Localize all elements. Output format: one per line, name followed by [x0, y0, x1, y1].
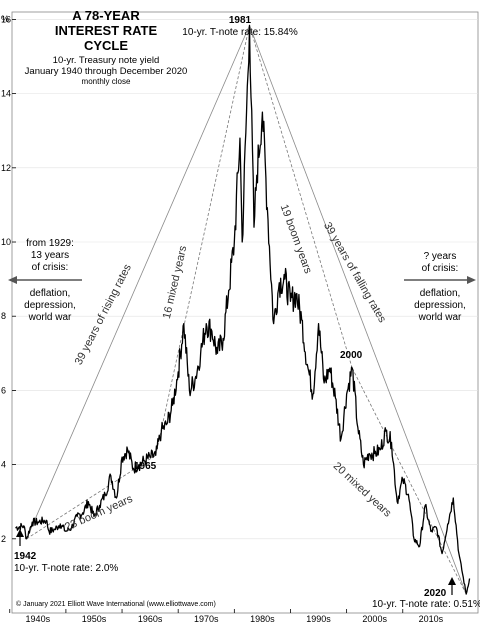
x-tick-label: 2000s [362, 614, 387, 623]
reference-lines [26, 25, 467, 595]
right-arrow-icon [404, 276, 476, 284]
left-note-line: world war [28, 312, 72, 323]
x-tick-label: 2010s [419, 614, 444, 623]
chart-title-line-2: INTEREST RATE [55, 23, 158, 38]
start-arrow [16, 529, 24, 546]
dashed-trend-line [26, 454, 156, 540]
left-note-line: from 1929: [26, 238, 74, 249]
right-crisis-note: ? years of crisis: deflation, depression… [404, 251, 476, 323]
y-tick-label: 12 [1, 163, 11, 173]
start-rate-label: 10-yr. T-note rate: 2.0% [14, 563, 118, 574]
y-tick-label: 14 [1, 89, 11, 99]
right-note-line: depression, [414, 300, 466, 311]
right-note-line: deflation, [420, 288, 461, 299]
y-tick-label: 2 [1, 534, 6, 544]
x-tick-label: 1960s [138, 614, 163, 623]
label-1965: 1965 [134, 461, 157, 472]
copyright-note: © January 2021 Elliott Wave Internationa… [16, 600, 216, 608]
x-tick-label: 1990s [306, 614, 331, 623]
subtitle-line-2: January 1940 through December 2020 [25, 66, 188, 77]
left-arrow-icon [8, 276, 82, 284]
y-axis-unit: % [1, 14, 9, 24]
chart-title-line-3: CYCLE [84, 38, 128, 53]
start-year-label: 1942 [14, 551, 37, 562]
peak-year-label: 1981 [229, 15, 252, 26]
cycle-trend-line [26, 25, 250, 539]
y-tick-label: 8 [1, 311, 6, 321]
right-note-line: ? years [424, 251, 457, 262]
dashed-trend-line [155, 25, 250, 456]
y-tick-label: 10 [1, 237, 11, 247]
x-tick-label: 1940s [26, 614, 51, 623]
cycle-trend-line [249, 25, 467, 595]
end-rate-label: 10-yr. T-note rate: 0.51% [372, 599, 480, 610]
subtitle-line-1: 10-yr. Treasury note yield [53, 55, 160, 66]
subtitle-line-3: monthly close [82, 77, 131, 86]
dashed-trend-line [351, 367, 467, 595]
y-tick-label: 4 [1, 460, 6, 470]
label-2000: 2000 [340, 350, 363, 361]
y-tick-label: 6 [1, 385, 6, 395]
x-tick-label: 1970s [194, 614, 219, 623]
left-crisis-note: from 1929: 13 years of crisis: deflation… [8, 238, 82, 323]
title-block: A 78-YEAR INTEREST RATE CYCLE 10-yr. Tre… [25, 8, 188, 86]
yield-series-line [15, 24, 471, 595]
right-note-line: of crisis: [422, 263, 459, 274]
chart-title-line-1: A 78-YEAR [72, 8, 140, 23]
plot-frame [11, 11, 479, 614]
right-note-line: world war [418, 312, 462, 323]
plot-area [11, 11, 479, 614]
y-tick-label: 16 [1, 14, 11, 24]
x-tick-label: 1980s [250, 614, 275, 623]
end-year-label: 2020 [424, 588, 447, 599]
gridlines [12, 19, 478, 540]
x-tick-label: 1950s [82, 614, 107, 623]
left-note-line: depression, [24, 300, 76, 311]
left-note-line: of crisis: [32, 262, 69, 273]
left-note-line: 13 years [31, 250, 69, 261]
x-axis: 1940s 1950s 1960s 1970s 1980s 1990s 2000s 2010s [9, 609, 444, 623]
y-axis: 2 4 6 8 10 12 14 16 [1, 14, 16, 544]
left-note-line: deflation, [30, 288, 71, 299]
end-arrow [448, 577, 456, 595]
peak-rate-label: 10-yr. T-note rate: 15.84% [182, 27, 298, 38]
